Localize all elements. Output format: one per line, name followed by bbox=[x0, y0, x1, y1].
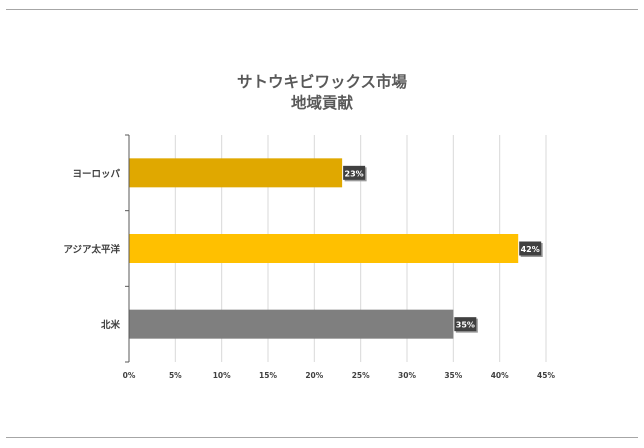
x-tick-label-30: 30% bbox=[398, 371, 416, 380]
data-label-2: 35% bbox=[456, 321, 475, 330]
x-tick-label-45: 45% bbox=[537, 371, 555, 380]
x-tick-label-0: 0% bbox=[123, 371, 136, 380]
x-tick-label-25: 25% bbox=[352, 371, 370, 380]
bottom-divider bbox=[6, 437, 638, 438]
category-label-1: アジア太平洋 bbox=[63, 244, 120, 256]
x-tick-label-15: 15% bbox=[259, 371, 277, 380]
x-tick-label-40: 40% bbox=[491, 371, 509, 380]
top-divider bbox=[6, 9, 638, 10]
chart-title-line-2: 地域貢献 bbox=[290, 94, 353, 112]
data-label-box-1 bbox=[519, 241, 542, 256]
chart-title-line-1: サトウキビワックス市場 bbox=[236, 73, 408, 91]
category-label-2: 北米 bbox=[101, 319, 121, 331]
data-label-0: 23% bbox=[345, 169, 364, 178]
category-label-0: ヨーロッパ bbox=[72, 168, 120, 180]
x-tick-label-20: 20% bbox=[305, 371, 323, 380]
bar-0 bbox=[129, 158, 343, 188]
data-label-box-0 bbox=[343, 165, 366, 180]
bar-1 bbox=[129, 234, 519, 263]
chart-title: サトウキビワックス市場 地域貢献 bbox=[0, 72, 644, 114]
x-tick-label-5: 5% bbox=[169, 371, 182, 380]
x-tick-label-10: 10% bbox=[213, 371, 231, 380]
data-label-box-2 bbox=[454, 317, 477, 332]
data-label-1: 42% bbox=[521, 245, 540, 254]
x-tick-label-35: 35% bbox=[444, 371, 462, 380]
bar-2 bbox=[129, 309, 454, 339]
